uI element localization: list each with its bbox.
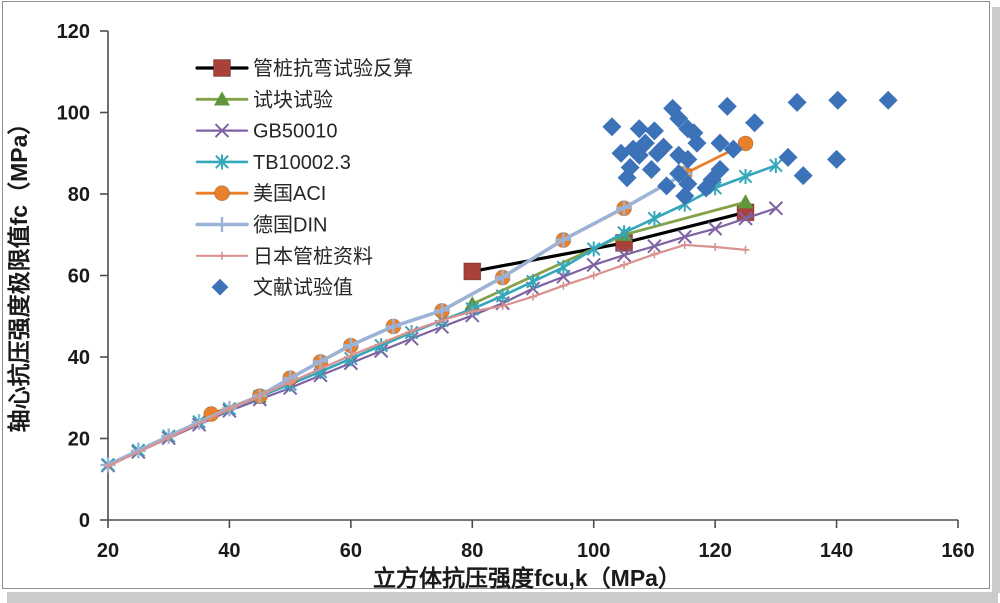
legend-label: 管桩抗弯试验反算 xyxy=(253,57,413,80)
series-文献试验值 xyxy=(602,90,898,206)
x-tick-label: 120 xyxy=(698,540,731,562)
axes: 20 40 60 80 100 120 140 160 0 20 40 60 80 100 120 xyxy=(57,21,975,562)
x-tick-label: 80 xyxy=(461,540,483,562)
legend-item-管桩抗弯试验反算: 管桩抗弯试验反算 xyxy=(195,57,413,80)
frame-shadow-right xyxy=(992,7,1000,593)
y-axis-title: 轴心抗压强度极限值fc（MPa） xyxy=(6,112,32,433)
y-tick-label: 60 xyxy=(68,266,90,288)
series-日本管桩资料 xyxy=(104,240,750,471)
series-GB50010 xyxy=(100,201,784,473)
legend-item-日本管桩资料: 日本管桩资料 xyxy=(195,245,373,268)
x-tick-label: 100 xyxy=(577,540,610,562)
legend-label: 美国ACI xyxy=(253,182,326,205)
legend-item-TB10002.3: TB10002.3 xyxy=(195,152,351,174)
x-tick-label: 140 xyxy=(820,540,853,562)
legend-label: 日本管桩资料 xyxy=(253,245,373,268)
legend-item-试块试验: 试块试验 xyxy=(195,88,333,111)
legend-label: 德国DIN xyxy=(253,214,327,237)
y-tick-label: 80 xyxy=(68,184,90,206)
legend-label: TB10002.3 xyxy=(253,152,351,174)
frame-shadow-bottom xyxy=(7,592,998,603)
legend-item-美国ACI: 美国ACI xyxy=(195,182,326,205)
legend-item-文献试验值: 文献试验值 xyxy=(211,276,353,299)
legend-item-GB50010: GB50010 xyxy=(195,121,338,143)
y-tick-label: 0 xyxy=(79,510,90,532)
y-tick-label: 40 xyxy=(68,347,90,369)
x-tick-label: 40 xyxy=(218,540,240,562)
x-axis-title: 立方体抗压强度fcu,k（MPa） xyxy=(373,565,681,591)
x-tick-label: 160 xyxy=(941,540,974,562)
x-tick-label: 60 xyxy=(340,540,362,562)
legend-label: GB50010 xyxy=(253,121,338,143)
legend-item-德国DIN: 德国DIN xyxy=(195,214,327,237)
legend-label: 文献试验值 xyxy=(253,276,353,299)
y-tick-label: 120 xyxy=(57,21,90,43)
figure-frame xyxy=(2,1,990,589)
legend-label: 试块试验 xyxy=(253,88,333,111)
y-tick-label: 100 xyxy=(57,103,90,125)
x-tick-label: 20 xyxy=(97,540,119,562)
y-tick-label: 20 xyxy=(68,429,90,451)
